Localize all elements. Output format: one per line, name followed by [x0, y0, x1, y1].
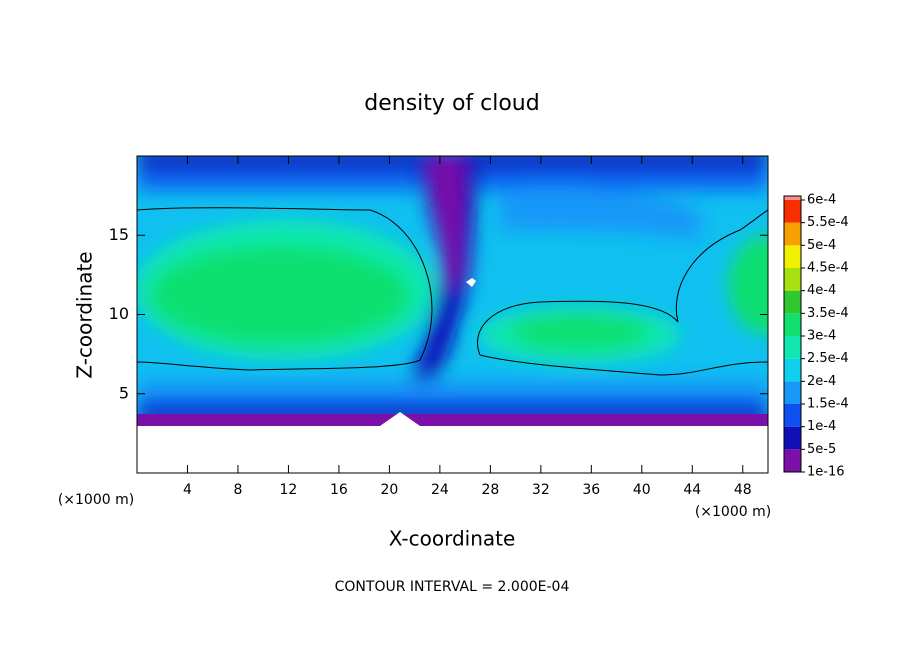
colorbar-label: 3e-4 — [807, 329, 836, 344]
contour-field — [137, 156, 768, 473]
colorbar-label: 6e-4 — [807, 193, 836, 208]
y-tick-label: 15 — [109, 225, 129, 244]
colorbar-label: 5.5e-4 — [807, 215, 849, 230]
colorbar-band — [784, 381, 801, 404]
colorbar-label: 4.5e-4 — [807, 261, 849, 276]
x-tick-label: 12 — [280, 482, 298, 498]
colorbar-label: 2e-4 — [807, 374, 836, 389]
y-axis-label: Z-coordinate — [73, 251, 97, 378]
x-tick-label: 24 — [431, 482, 449, 498]
colorbar-band — [784, 313, 801, 336]
colorbar-label: 1e-4 — [807, 419, 836, 434]
colorbar-band — [784, 200, 801, 223]
colorbar-label: 1e-16 — [807, 465, 845, 480]
x-tick-label: 20 — [380, 482, 398, 498]
colorbar-label: 1.5e-4 — [807, 397, 849, 412]
colorbar-band — [784, 245, 801, 268]
x-tick-label: 4 — [183, 482, 192, 498]
x-tick-label: 40 — [633, 482, 651, 498]
x-tick-label: 28 — [481, 482, 499, 498]
colorbar-band — [784, 336, 801, 359]
colorbar-band — [784, 222, 801, 246]
colorbar-band — [784, 426, 801, 450]
chart-title: density of cloud — [364, 91, 539, 116]
x-tick-label: 48 — [734, 482, 752, 498]
colorbar-band — [784, 358, 801, 382]
x-tick-label: 32 — [532, 482, 550, 498]
x-tick-label: 36 — [582, 482, 600, 498]
x-unit-label: (×1000 m) — [58, 492, 134, 508]
y-tick-label: 5 — [119, 383, 129, 402]
colorbar-band — [784, 290, 801, 314]
colorbar-frame — [783, 195, 802, 473]
colorbar-label: 4e-4 — [807, 283, 836, 298]
colorbar-label: 5e-4 — [807, 238, 836, 253]
colorbar-label: 5e-5 — [807, 442, 836, 457]
colorbar-label: 3.5e-4 — [807, 306, 849, 321]
x-tick-label: 16 — [330, 482, 348, 498]
colorbar-band — [784, 268, 801, 291]
colorbar-band — [784, 449, 801, 472]
colorbar-band — [784, 404, 801, 427]
x-unit-label: (×1000 m) — [695, 504, 771, 520]
y-tick-label: 10 — [109, 304, 129, 323]
x-tick-label: 44 — [683, 482, 701, 498]
colorbar-label: 2.5e-4 — [807, 351, 849, 366]
x-tick-label: 8 — [233, 482, 242, 498]
x-axis-label: X-coordinate — [389, 527, 516, 551]
footer-note: CONTOUR INTERVAL = 2.000E-04 — [335, 579, 570, 595]
colorbar-band — [784, 196, 801, 200]
